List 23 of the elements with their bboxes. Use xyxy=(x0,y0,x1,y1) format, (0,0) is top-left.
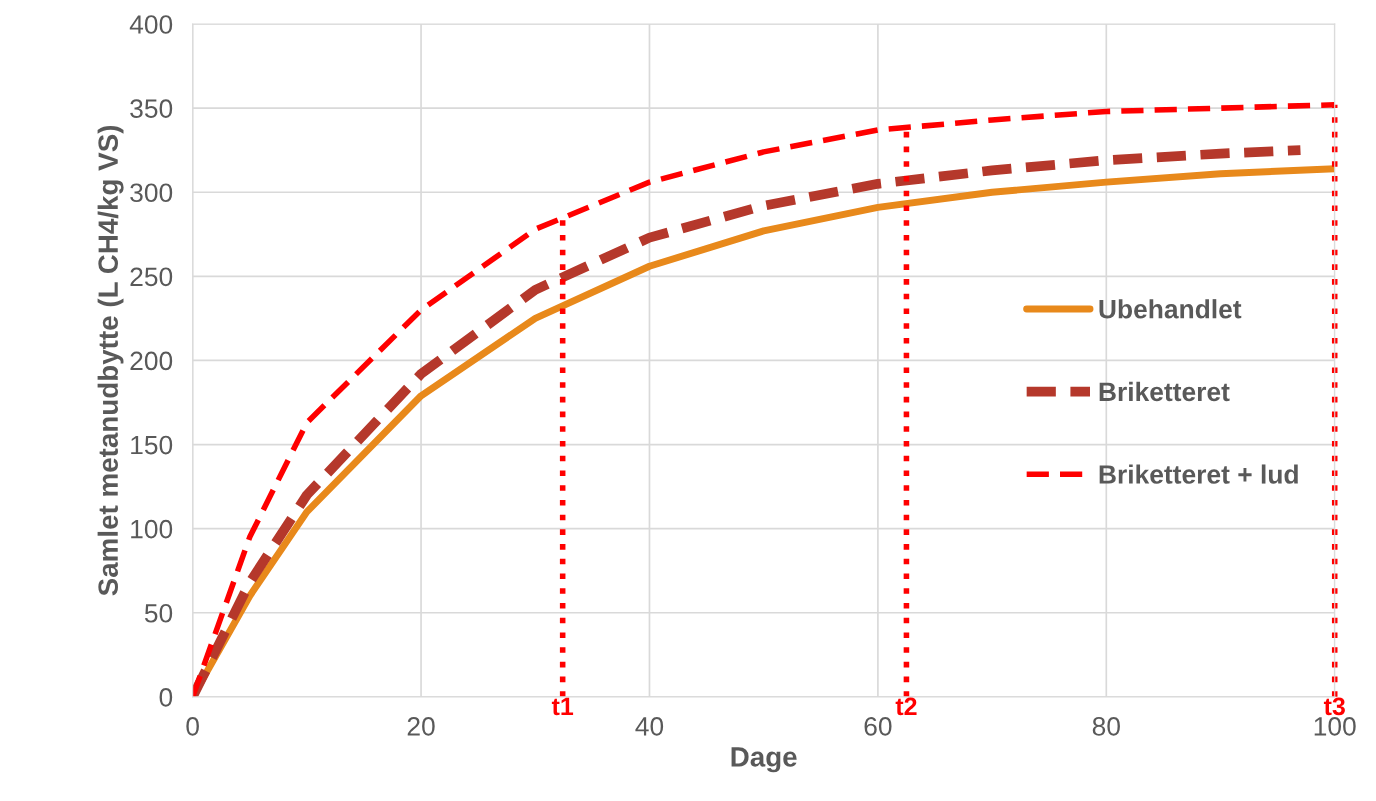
x-tick-label: 20 xyxy=(407,717,435,736)
ref-line-label: t2 xyxy=(895,697,917,716)
x-tick-label: 60 xyxy=(864,717,892,736)
legend-label: Ubehandlet xyxy=(1099,299,1242,319)
legend-label: Briketteret xyxy=(1099,381,1230,402)
x-tick-label: 100 xyxy=(1314,717,1356,736)
ref-line-label: t3 xyxy=(1323,697,1345,716)
y-tick-label: 350 xyxy=(130,99,173,118)
y-axis-title: Samlet metanudbytte (L CH4/kg VS) xyxy=(97,125,124,596)
y-tick-label: 0 xyxy=(159,688,173,707)
x-tick-label: 40 xyxy=(635,717,664,736)
y-tick-label: 400 xyxy=(129,15,173,34)
y-tick-label: 200 xyxy=(130,351,173,371)
ref-line-label: t1 xyxy=(551,697,574,716)
x-tick-label: 0 xyxy=(186,717,199,736)
legend-label: Briketteret + lud xyxy=(1099,464,1298,484)
y-tick-label: 250 xyxy=(130,267,173,287)
x-axis-title: Dage xyxy=(731,747,797,773)
y-tick-label: 150 xyxy=(131,435,173,455)
x-tick-label: 80 xyxy=(1092,717,1120,736)
y-tick-label: 100 xyxy=(131,519,173,539)
y-tick-label: 300 xyxy=(130,183,173,203)
y-tick-label: 50 xyxy=(144,603,173,623)
